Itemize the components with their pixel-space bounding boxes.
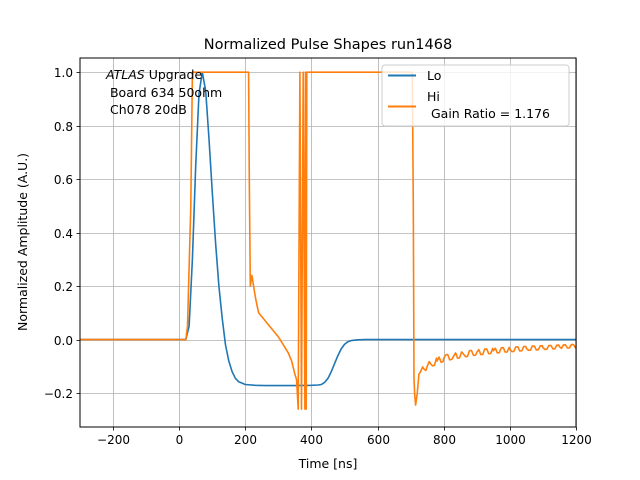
legend-label-hi-line2: Gain Ratio = 1.176 bbox=[427, 106, 550, 121]
y-tick-label: 1.0 bbox=[54, 66, 73, 80]
x-tick-label: 600 bbox=[367, 433, 390, 447]
annotation-line-3: Ch078 20dB bbox=[106, 102, 187, 117]
series-line-hi bbox=[80, 71, 576, 410]
series-lines bbox=[80, 71, 576, 410]
x-tick-label: 1000 bbox=[495, 433, 526, 447]
x-axis-label: Time [ns] bbox=[298, 456, 358, 471]
annotation-rest: Upgrade bbox=[145, 67, 203, 82]
plot-frame bbox=[79, 57, 577, 428]
y-tick-label: 0.2 bbox=[54, 280, 73, 294]
x-tick-label: 400 bbox=[300, 433, 323, 447]
legend-label-hi-line1: Hi bbox=[427, 89, 440, 104]
legend-label-lo: Lo bbox=[427, 68, 441, 83]
y-tick-label: 0.6 bbox=[54, 173, 73, 187]
x-tick-label: 1200 bbox=[561, 433, 592, 447]
x-axis: −200 0 200 400 600 800 1000 1200 bbox=[97, 427, 592, 447]
annotation-line-2: Board 634 50ohm bbox=[106, 85, 222, 100]
y-axis-label: Normalized Amplitude (A.U.) bbox=[15, 153, 30, 331]
y-tick-label: 0.4 bbox=[54, 227, 73, 241]
x-tick-label: 0 bbox=[176, 433, 184, 447]
annotation-italic: ATLAS bbox=[105, 67, 145, 82]
annotation-line-1: ATLAS Upgrade bbox=[105, 67, 202, 82]
chart-title: Normalized Pulse Shapes run1468 bbox=[204, 37, 452, 53]
x-tick-label: 800 bbox=[433, 433, 456, 447]
x-tick-label: −200 bbox=[97, 433, 130, 447]
legend: Lo Hi Gain Ratio = 1.176 bbox=[381, 64, 570, 127]
y-tick-label: −0.2 bbox=[44, 387, 73, 401]
x-tick-label: 200 bbox=[234, 433, 257, 447]
y-tick-label: 0.8 bbox=[54, 120, 73, 134]
annotation: ATLAS Upgrade Board 634 50ohm Ch078 20dB bbox=[105, 67, 222, 117]
series-line-lo bbox=[80, 71, 576, 387]
legend-box bbox=[381, 64, 570, 127]
y-tick-label: 0.0 bbox=[54, 334, 73, 348]
y-axis: −0.2 0.0 0.2 0.4 0.6 0.8 1.0 bbox=[44, 66, 80, 401]
